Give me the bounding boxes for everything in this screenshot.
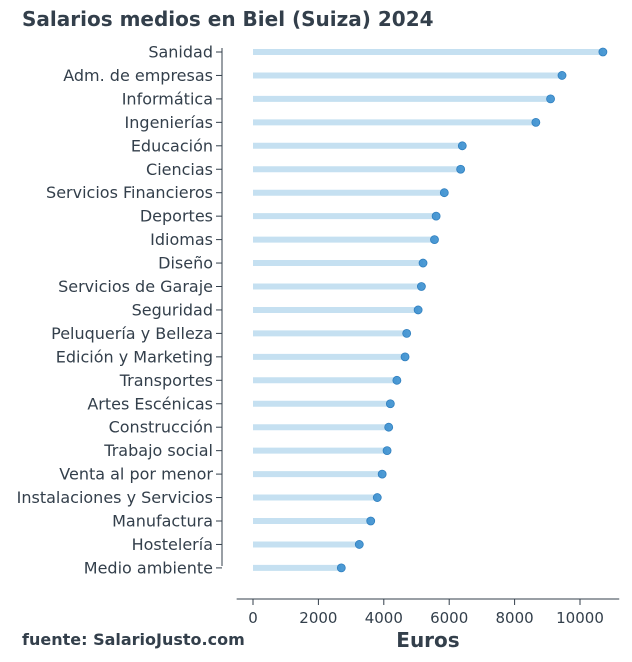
chart-title: Salarios medios en Biel (Suiza) 2024: [22, 7, 434, 31]
category-label: Hostelería: [132, 535, 213, 554]
category-label: Instalaciones y Servicios: [17, 488, 213, 507]
x-axis-label: Euros: [396, 628, 459, 652]
data-point: [557, 71, 567, 80]
data-point: [336, 563, 346, 573]
data-point: [372, 493, 382, 502]
category-label: Venta al por menor: [59, 465, 213, 484]
category-label: Medio ambiente: [84, 558, 213, 577]
category-label: Servicios de Garaje: [58, 277, 213, 296]
data-point: [400, 352, 410, 362]
data-point: [382, 446, 392, 456]
x-tick-label: 0: [248, 609, 258, 627]
x-tick-label: 2000: [299, 609, 337, 627]
data-point: [431, 211, 441, 221]
category-label: Sanidad: [148, 43, 213, 62]
category-label: Diseño: [158, 254, 213, 273]
y-axis: Sanidad Adm. de empresas Informática Ingeni…: [17, 43, 223, 577]
category-label: Peluquería y Belleza: [51, 324, 213, 343]
data-point: [456, 164, 466, 174]
data-point: [354, 540, 364, 549]
data-point: [531, 117, 541, 127]
category-label: Idiomas: [150, 230, 213, 249]
category-label: Trabajo social: [103, 441, 213, 460]
data-point: [413, 305, 423, 315]
data-point: [402, 328, 412, 338]
source-note: fuente: SalarioJusto.com: [22, 630, 245, 649]
category-label: Edición y Marketing: [56, 347, 213, 366]
x-axis: 0 2000 4000 6000 8000 10000: [236, 598, 620, 627]
data-point: [418, 258, 428, 268]
data-point: [598, 47, 608, 57]
category-label: Adm. de empresas: [63, 66, 213, 85]
data-point: [439, 188, 449, 198]
data-point: [417, 282, 426, 291]
data-point: [385, 399, 395, 409]
x-tick-label: 10000: [556, 609, 604, 627]
category-label: Ciencias: [146, 160, 213, 179]
data-point: [430, 235, 439, 245]
category-label: Transportes: [119, 371, 213, 390]
category-label: Servicios Financieros: [46, 183, 213, 202]
data-point: [392, 375, 402, 385]
category-label: Educación: [131, 136, 213, 155]
category-label: Artes Escénicas: [87, 394, 213, 413]
data-point: [366, 516, 376, 526]
category-label: Ingenierías: [125, 113, 213, 132]
x-tick-label: 8000: [496, 609, 534, 627]
category-label: Seguridad: [132, 300, 213, 319]
category-label: Deportes: [140, 207, 213, 226]
x-tick-label: 4000: [365, 609, 403, 627]
data-point: [377, 469, 387, 479]
category-label: Informática: [122, 89, 213, 108]
data-point: [384, 422, 394, 432]
data-point: [457, 141, 467, 151]
category-label: Manufactura: [112, 512, 213, 531]
data-point: [546, 94, 555, 104]
category-label: Construcción: [109, 418, 213, 437]
lollipop-marks: [253, 47, 608, 573]
x-tick-label: 6000: [430, 609, 468, 627]
